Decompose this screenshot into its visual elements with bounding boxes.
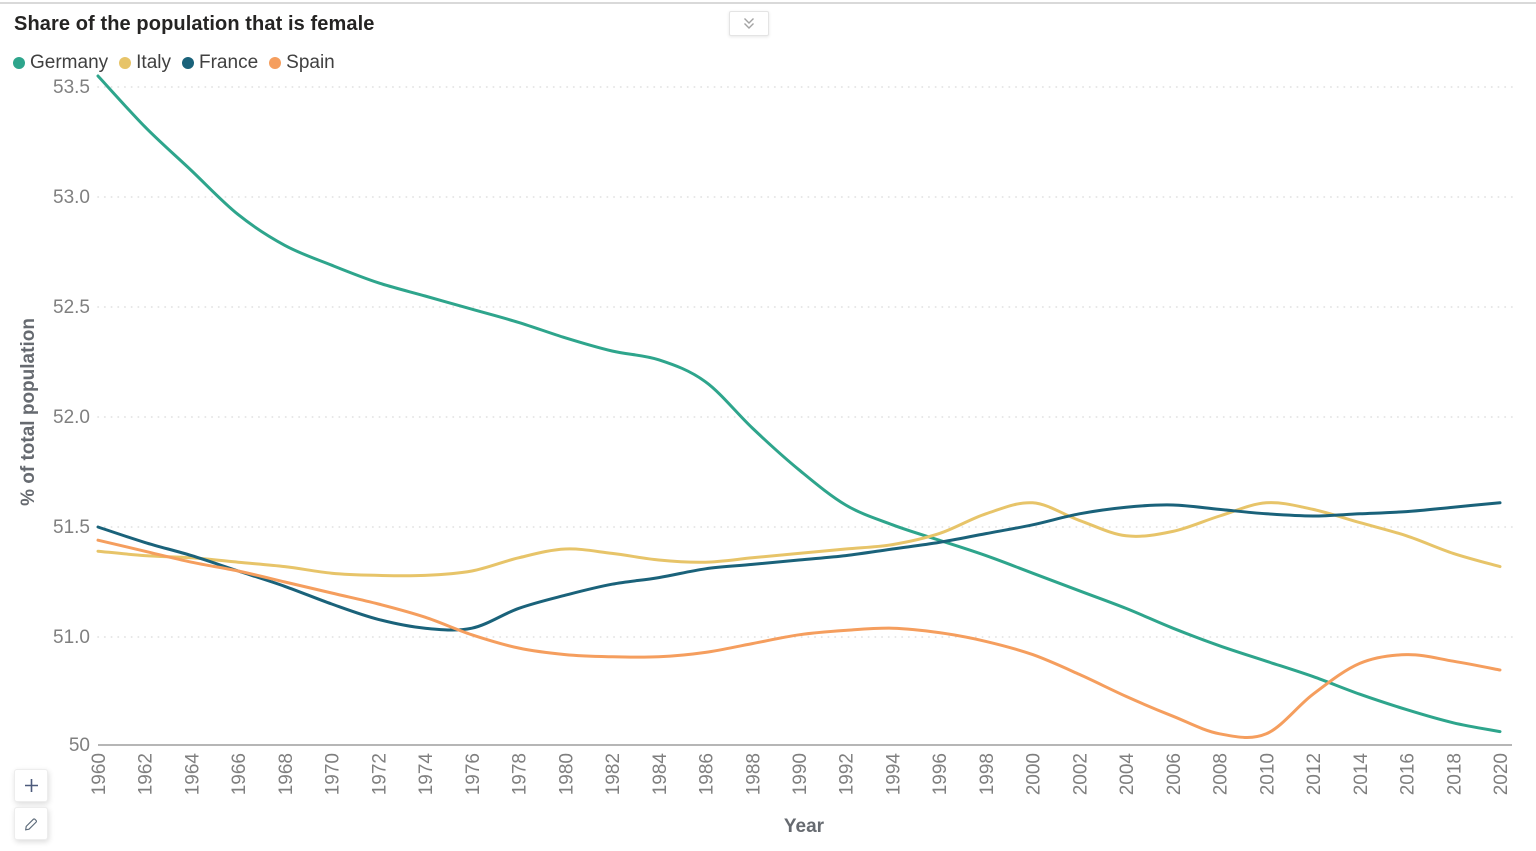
x-tick-label: 1970 (323, 753, 344, 795)
x-axis-title: Year (784, 816, 825, 837)
legend-dot-france (182, 57, 194, 69)
series-line-spain[interactable] (96, 538, 1502, 739)
x-tick-label: 1978 (510, 753, 531, 795)
series-line-italy[interactable] (96, 501, 1502, 578)
y-tick-label: 53.0 (53, 187, 90, 208)
legend-label-spain: Spain (286, 52, 335, 73)
pencil-icon (22, 815, 40, 833)
x-tick-label: 2006 (1164, 753, 1185, 795)
x-tick-label: 1986 (697, 753, 718, 795)
y-tick-label: 53.5 (53, 77, 90, 98)
x-tick-label: 1968 (276, 753, 297, 795)
x-tick-label: 1990 (790, 753, 811, 795)
legend-item-germany[interactable]: Germany (13, 52, 108, 74)
y-tick-label: 51.0 (53, 627, 90, 648)
zoom-in-button[interactable] (14, 769, 48, 802)
series-line-france[interactable] (96, 501, 1502, 632)
y-tick-label: 50 (69, 735, 90, 756)
x-tick-label: 1964 (182, 753, 203, 796)
x-tick-label: 1994 (883, 753, 904, 796)
x-tick-label: 2018 (1444, 753, 1465, 795)
x-tick-label: 2020 (1491, 753, 1512, 795)
x-tick-label: 1998 (977, 753, 998, 795)
legend-dot-spain (269, 57, 282, 69)
x-tick-label: 1996 (930, 753, 951, 795)
gridlines (97, 86, 1513, 746)
legend: Germany Italy France Spain (13, 52, 346, 74)
x-axis-tick-labels: 1960 1962 1964 1966 1968 1970 1972 1974 1976 1978… (89, 753, 1512, 796)
legend-item-italy[interactable]: Italy (119, 52, 171, 74)
x-tick-label: 1966 (229, 753, 250, 795)
series-lines (96, 74, 1502, 739)
y-tick-label: 52.0 (53, 407, 90, 428)
x-tick-label: 1988 (743, 753, 764, 795)
edit-button[interactable] (14, 807, 48, 840)
x-tick-label: 1980 (556, 753, 577, 795)
y-tick-label: 51.5 (53, 517, 90, 538)
legend-item-spain[interactable]: Spain (269, 52, 335, 74)
legend-dot-italy (119, 57, 132, 69)
y-tick-label: 52.5 (53, 297, 90, 318)
legend-label-italy: Italy (136, 52, 171, 73)
x-tick-label: 2002 (1070, 753, 1091, 795)
legend-item-france[interactable]: France (182, 52, 258, 74)
x-tick-label: 2004 (1117, 753, 1138, 796)
x-tick-label: 2014 (1351, 753, 1372, 796)
double-chevron-down-icon (741, 16, 757, 31)
collapse-button[interactable] (729, 11, 769, 36)
y-axis-tick-labels: 53.5 53.0 52.5 52.0 51.5 51.0 50 (53, 77, 90, 756)
x-tick-label: 1984 (650, 753, 671, 796)
x-tick-label: 1974 (416, 753, 437, 796)
x-tick-label: 1972 (369, 753, 390, 795)
legend-label-germany: Germany (30, 52, 109, 73)
legend-label-france: France (199, 52, 259, 73)
x-tick-label: 1962 (136, 753, 157, 795)
y-axis-title: % of total population (18, 318, 39, 506)
x-tick-label: 2010 (1257, 753, 1278, 795)
x-tick-label: 1976 (463, 753, 484, 795)
x-tick-label: 1982 (603, 753, 624, 795)
x-tick-label: 2000 (1024, 753, 1045, 795)
plus-icon (23, 777, 40, 794)
x-tick-label: 2008 (1211, 753, 1232, 795)
series-line-germany[interactable] (96, 74, 1502, 734)
x-tick-label: 2016 (1398, 753, 1419, 795)
x-tick-label: 2012 (1304, 753, 1325, 795)
x-tick-label: 1992 (837, 753, 858, 795)
chart-title: Share of the population that is female (14, 13, 375, 35)
visual-top-border (0, 2, 1536, 4)
x-tick-label: 1960 (89, 753, 110, 795)
legend-dot-germany (13, 57, 25, 69)
